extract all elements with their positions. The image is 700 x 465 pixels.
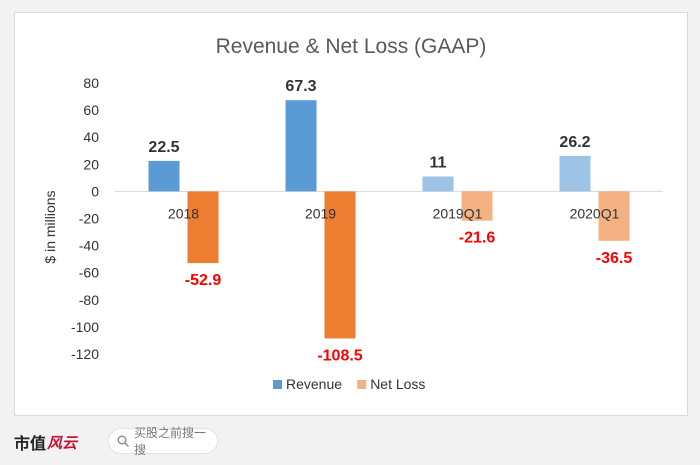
- bar-chart: Revenue & Net Loss (GAAP) $ in millions 80…: [42, 35, 663, 392]
- x-tick-label: 2018: [168, 205, 199, 221]
- y-tick-label: -60: [79, 265, 99, 281]
- x-tick-label: 2019Q1: [433, 205, 483, 221]
- brand-logo-main: 市值: [14, 434, 47, 453]
- search-input[interactable]: 买股之前搜一搜: [108, 426, 218, 457]
- legend-label: Net Loss: [370, 376, 425, 392]
- data-label: 11: [430, 154, 447, 171]
- data-label: -36.5: [596, 250, 633, 267]
- bar-revenue: [559, 155, 591, 192]
- y-tick-label: -20: [79, 211, 99, 227]
- bar-revenue: [285, 100, 317, 192]
- y-tick-label: 80: [83, 75, 99, 91]
- data-label: -21.6: [459, 230, 496, 247]
- bar-net-loss: [461, 191, 493, 221]
- bar-net-loss: [324, 191, 356, 339]
- y-tick-label: 60: [83, 102, 99, 118]
- search-icon: [117, 435, 129, 447]
- y-tick-label: 40: [83, 129, 99, 145]
- chart-card: Revenue & Net Loss (GAAP) $ in millions 80…: [14, 12, 688, 416]
- legend-swatch: [273, 380, 282, 389]
- x-tick-label: 2020Q1: [570, 205, 620, 221]
- data-label: 26.2: [559, 134, 590, 151]
- x-tick-label: 2019: [305, 205, 336, 221]
- y-axis-title: $ in millions: [42, 190, 58, 263]
- y-tick-label: -120: [71, 346, 99, 362]
- legend-label: Revenue: [286, 376, 342, 392]
- chart-title: Revenue & Net Loss (GAAP): [216, 35, 487, 58]
- data-label: 67.3: [285, 78, 316, 95]
- footer: 市值 风云 买股之前搜一搜: [0, 420, 700, 465]
- data-label: -108.5: [317, 347, 362, 364]
- y-tick-label: -40: [79, 238, 99, 254]
- brand-logo[interactable]: 市值 风云: [14, 430, 77, 454]
- search-placeholder: 买股之前搜一搜: [134, 426, 207, 457]
- bar-net-loss: [187, 191, 219, 264]
- y-tick-label: -80: [79, 292, 99, 308]
- brand-logo-accent: 风云: [47, 433, 78, 452]
- y-tick-label: -100: [71, 319, 99, 335]
- bar-revenue: [148, 160, 180, 192]
- y-tick-label: 20: [83, 156, 99, 172]
- bar-net-loss: [598, 191, 630, 241]
- data-label: 22.5: [148, 139, 179, 156]
- legend-swatch: [357, 380, 367, 389]
- y-tick-label: 0: [91, 183, 99, 199]
- bar-revenue: [422, 176, 454, 192]
- data-label: -52.9: [185, 272, 222, 289]
